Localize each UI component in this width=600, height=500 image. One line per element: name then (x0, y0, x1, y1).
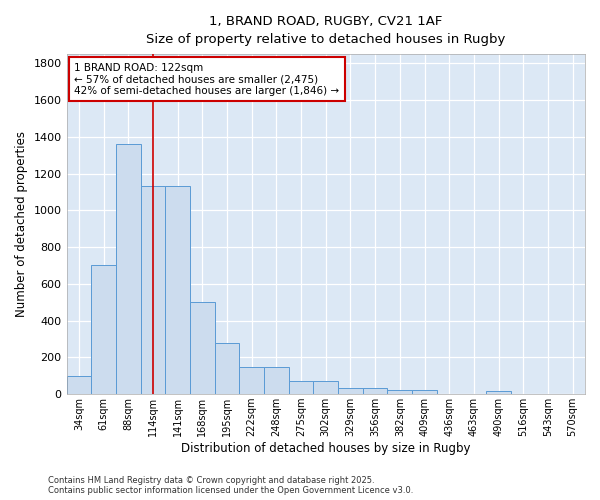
Title: 1, BRAND ROAD, RUGBY, CV21 1AF
Size of property relative to detached houses in R: 1, BRAND ROAD, RUGBY, CV21 1AF Size of p… (146, 15, 505, 46)
Bar (388, 390, 412, 394)
Bar (116, 144, 140, 394)
Bar (165, 186, 190, 394)
X-axis label: Distribution of detached houses by size in Rugby: Distribution of detached houses by size … (181, 442, 470, 455)
Bar (289, 382, 313, 394)
Bar (486, 392, 511, 394)
Bar (264, 366, 289, 394)
Bar (140, 186, 165, 394)
Bar (412, 390, 437, 394)
Y-axis label: Number of detached properties: Number of detached properties (15, 131, 28, 317)
Bar (338, 388, 363, 394)
Bar (363, 388, 388, 394)
Text: 1 BRAND ROAD: 122sqm
← 57% of detached houses are smaller (2,475)
42% of semi-de: 1 BRAND ROAD: 122sqm ← 57% of detached h… (74, 62, 340, 96)
Bar (313, 382, 338, 394)
Bar (190, 302, 215, 394)
Text: Contains HM Land Registry data © Crown copyright and database right 2025.
Contai: Contains HM Land Registry data © Crown c… (48, 476, 413, 495)
Bar (67, 376, 91, 394)
Bar (239, 366, 264, 394)
Bar (91, 266, 116, 394)
Bar (215, 342, 239, 394)
